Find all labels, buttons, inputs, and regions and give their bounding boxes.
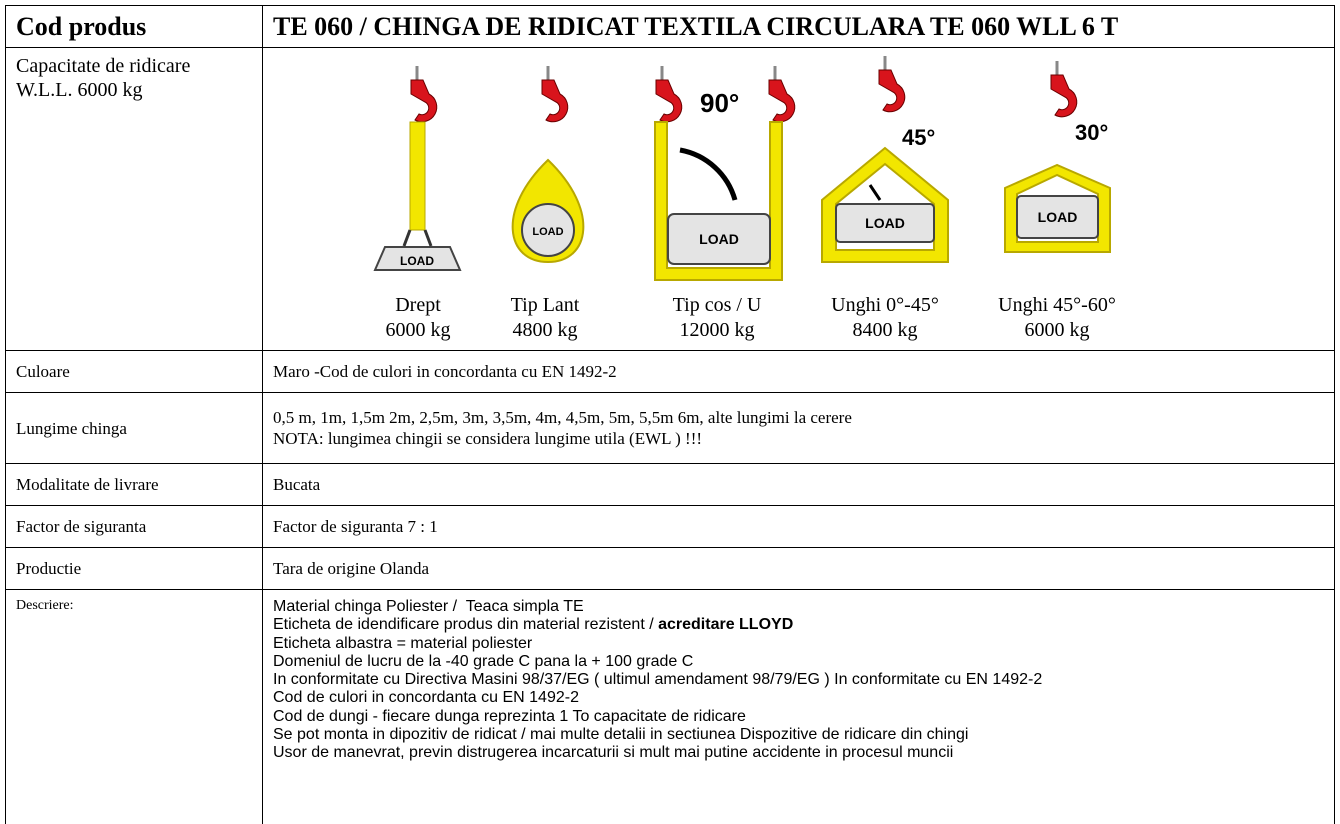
value-line: Factor de siguranta 7 : 1 <box>273 517 438 536</box>
product-table: Cod produs TE 060 / CHINGA DE RIDICAT TE… <box>5 5 1335 824</box>
row-label: Lungime chinga <box>5 392 263 464</box>
line-text: Cod de culori in concordanta cu EN 1492-… <box>273 689 579 707</box>
description-line: Eticheta albastra = material poliester <box>273 635 1324 653</box>
rows: Culoare Maro -Cod de culori in concordant… <box>5 350 1335 590</box>
line-text: Usor de manevrat, previn distrugerea inc… <box>273 744 954 762</box>
line-bold: acreditare LLOYD <box>658 616 794 634</box>
label-line: W.L.L. 6000 kg <box>16 79 143 101</box>
info-row: Productie Tara de origine Olanda <box>5 547 1335 590</box>
row-value: Tara de origine Olanda <box>262 547 1335 590</box>
row-label: Factor de siguranta <box>5 505 263 548</box>
description-line: Domeniul de lucru de la -40 grade C pana… <box>273 653 1324 671</box>
line-text: In conformitate cu Directiva Masini 98/3… <box>273 671 1043 689</box>
description-line: Usor de manevrat, previn distrugerea inc… <box>273 744 1324 762</box>
description-text: Material chinga Poliester / Teaca simpla… <box>262 589 1335 824</box>
capacity-cell <box>262 47 1335 351</box>
value-line: Maro -Cod de culori in concordanta cu EN… <box>273 362 617 381</box>
row-value: 0,5 m, 1m, 1,5m 2m, 2,5m, 3m, 3,5m, 4m, … <box>262 392 1335 464</box>
row-value: Factor de siguranta 7 : 1 <box>262 505 1335 548</box>
header-value: TE 060 / CHINGA DE RIDICAT TEXTILA CIRCU… <box>262 5 1335 48</box>
value-line: 0,5 m, 1m, 1,5m 2m, 2,5m, 3m, 3,5m, 4m, … <box>273 408 852 427</box>
description-row: Descriere: Material chinga Poliester / T… <box>5 589 1335 824</box>
value-line: NOTA: lungimea chingii se considera lung… <box>273 429 703 448</box>
line-text: Eticheta albastra = material poliester <box>273 634 533 652</box>
description-line: In conformitate cu Directiva Masini 98/3… <box>273 671 1324 689</box>
line-text: Eticheta de idendificare produs din mate… <box>273 616 659 634</box>
row-value: Bucata <box>262 463 1335 506</box>
description-label: Descriere: <box>5 589 263 824</box>
description-line: Cod de culori in concordanta cu EN 1492-… <box>273 689 1324 707</box>
value-line: Tara de origine Olanda <box>273 559 429 578</box>
info-row: Modalitate de livrare Bucata <box>5 463 1335 506</box>
line-text: Material chinga Poliester / Teaca simpla… <box>273 598 584 615</box>
capacity-row: Capacitate de ridicare W.L.L. 6000 kg <box>5 47 1335 351</box>
label-line: Capacitate de ridicare <box>16 55 191 77</box>
info-row: Lungime chinga 0,5 m, 1m, 1,5m 2m, 2,5m, … <box>5 392 1335 464</box>
row-label: Culoare <box>5 350 263 393</box>
row-label: Productie <box>5 547 263 590</box>
info-row: Culoare Maro -Cod de culori in concordant… <box>5 350 1335 393</box>
value-line: Bucata <box>273 475 321 494</box>
line-text: Cod de dungi - fiecare dunga reprezinta … <box>273 707 746 725</box>
description-line: Eticheta de idendificare produs din mate… <box>273 616 1324 634</box>
description-line: Material chinga Poliester / Teaca simpla… <box>273 598 1324 616</box>
row-value: Maro -Cod de culori in concordanta cu EN… <box>262 350 1335 393</box>
line-text: Se pot monta in dipozitiv de ridicat / m… <box>273 726 969 744</box>
description-line: Se pot monta in dipozitiv de ridicat / m… <box>273 726 1324 744</box>
info-row: Factor de siguranta Factor de siguranta 7… <box>5 505 1335 548</box>
line-text: Domeniul de lucru de la -40 grade C pana… <box>273 652 694 670</box>
capacity-label: Capacitate de ridicare W.L.L. 6000 kg <box>5 47 263 351</box>
header-row: Cod produs TE 060 / CHINGA DE RIDICAT TE… <box>5 5 1335 48</box>
row-label: Modalitate de livrare <box>5 463 263 506</box>
header-label: Cod produs <box>5 5 263 48</box>
description-line: Cod de dungi - fiecare dunga reprezinta … <box>273 708 1324 726</box>
